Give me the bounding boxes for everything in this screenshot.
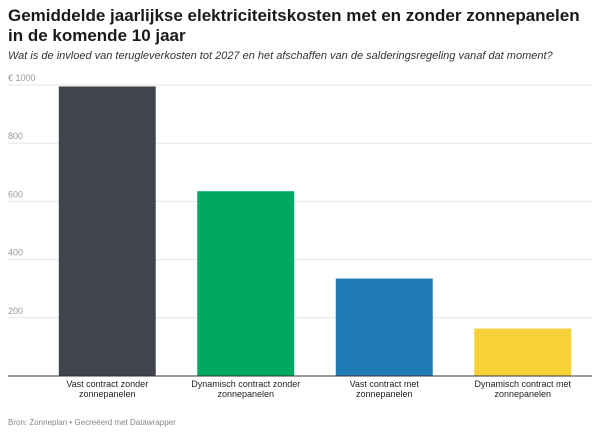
y-tick-label-200: 200 — [8, 306, 23, 316]
x-tick-label-4-1: Dynamisch contract met — [474, 379, 571, 389]
category-labels: Vast contract zonderzonnepanelenDynamisc… — [66, 379, 571, 399]
chart-subtitle: Wat is de invloed van terugleverkosten t… — [8, 50, 553, 62]
x-tick-label-4-2: zonnepanelen — [494, 389, 551, 399]
x-tick-label-2-2: zonnepanelen — [217, 389, 274, 399]
y-tick-label-400: 400 — [8, 248, 23, 258]
bar-4 — [474, 328, 572, 376]
y-tick-label-600: 600 — [8, 189, 23, 199]
bar-1 — [58, 86, 156, 376]
source-note: Bron: Zonneplan • Gecreëerd met Datawrap… — [8, 418, 176, 427]
x-tick-label-3-2: zonnepanelen — [356, 389, 413, 399]
x-tick-label-1-2: zonnepanelen — [79, 389, 136, 399]
bar-2 — [197, 191, 295, 376]
y-tick-label-800: 800 — [8, 131, 23, 141]
bars — [8, 86, 592, 377]
x-tick-label-1-1: Vast contract zonder — [66, 379, 148, 389]
bar-3 — [335, 278, 433, 376]
x-tick-label-2-1: Dynamisch contract zonder — [191, 379, 300, 389]
chart-title: Gemiddelde jaarlijkse elektriciteitskost… — [8, 6, 580, 45]
x-tick-label-3-1: Vast contract met — [350, 379, 420, 389]
y-tick-label-1000: € 1000 — [8, 73, 36, 83]
